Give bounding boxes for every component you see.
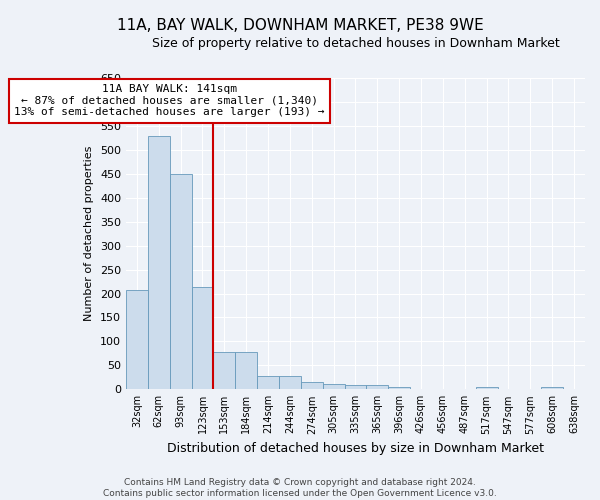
Bar bbox=[257, 376, 279, 390]
Bar bbox=[367, 385, 388, 390]
Text: Contains HM Land Registry data © Crown copyright and database right 2024.
Contai: Contains HM Land Registry data © Crown c… bbox=[103, 478, 497, 498]
Y-axis label: Number of detached properties: Number of detached properties bbox=[85, 146, 94, 322]
Bar bbox=[235, 352, 257, 390]
Bar bbox=[301, 382, 323, 390]
Bar bbox=[388, 388, 410, 390]
Title: Size of property relative to detached houses in Downham Market: Size of property relative to detached ho… bbox=[152, 38, 559, 51]
Bar bbox=[191, 288, 214, 390]
Text: 11A, BAY WALK, DOWNHAM MARKET, PE38 9WE: 11A, BAY WALK, DOWNHAM MARKET, PE38 9WE bbox=[116, 18, 484, 32]
Bar bbox=[214, 352, 235, 390]
Bar bbox=[476, 388, 497, 390]
Bar bbox=[126, 290, 148, 390]
Bar bbox=[541, 388, 563, 390]
Bar bbox=[148, 136, 170, 390]
Bar bbox=[170, 174, 191, 390]
Bar bbox=[323, 384, 344, 390]
Bar bbox=[344, 385, 367, 390]
X-axis label: Distribution of detached houses by size in Downham Market: Distribution of detached houses by size … bbox=[167, 442, 544, 455]
Text: 11A BAY WALK: 141sqm
← 87% of detached houses are smaller (1,340)
13% of semi-de: 11A BAY WALK: 141sqm ← 87% of detached h… bbox=[14, 84, 325, 117]
Bar bbox=[279, 376, 301, 390]
